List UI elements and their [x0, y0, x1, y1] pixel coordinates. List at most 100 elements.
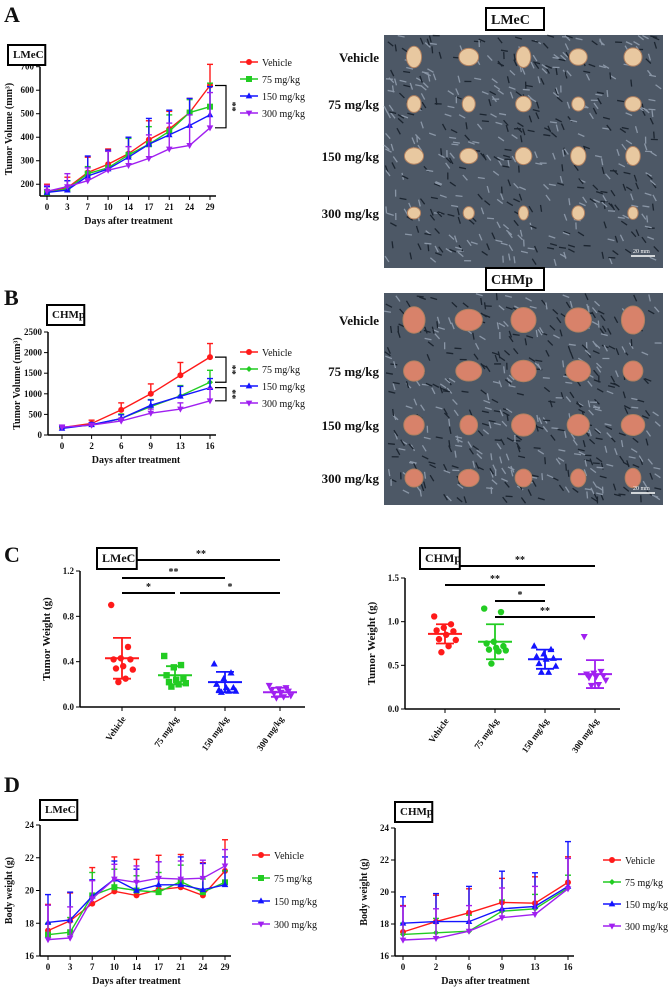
pattern-mark [623, 171, 631, 175]
pattern-mark [630, 193, 634, 201]
pattern-mark [397, 117, 404, 124]
y-tick-label: 0 [38, 430, 43, 440]
pattern-mark [557, 428, 565, 432]
pattern-mark [531, 39, 539, 43]
pattern-mark [651, 203, 655, 211]
pattern-mark [508, 330, 513, 338]
pattern-mark [630, 448, 638, 453]
pattern-mark [516, 445, 521, 453]
pattern-mark [601, 325, 607, 333]
pattern-mark [566, 101, 571, 109]
pattern-mark [437, 211, 445, 215]
data-point [44, 937, 52, 944]
pattern-mark [634, 126, 639, 134]
series-Vehicle [44, 63, 213, 195]
pattern-mark [444, 113, 452, 117]
pattern-mark [415, 225, 420, 233]
pattern-mark [499, 112, 507, 116]
y-tick-label: 400 [21, 132, 35, 142]
pattern-mark [584, 293, 589, 301]
data-point [552, 662, 560, 669]
significance-label: ** [196, 549, 206, 560]
chart-title-box: CHMp [419, 547, 461, 570]
pattern-mark [549, 242, 558, 247]
data-point [180, 675, 187, 682]
pattern-mark [594, 300, 601, 307]
pattern-mark [476, 449, 483, 455]
series-line [402, 885, 569, 924]
pattern-mark [431, 387, 436, 395]
pattern-mark [535, 359, 543, 363]
pattern-mark [491, 479, 498, 485]
pattern-mark [429, 208, 434, 216]
legend-label: 75 mg/kg [625, 878, 663, 889]
data-point [265, 682, 273, 690]
pattern-mark [488, 99, 492, 107]
tumor [570, 468, 587, 488]
pattern-mark [645, 438, 649, 446]
pattern-mark [648, 108, 656, 111]
pattern-mark [491, 232, 496, 240]
pattern-mark [507, 466, 515, 471]
pattern-mark [565, 35, 573, 39]
pattern-mark [486, 393, 490, 401]
pattern-mark [421, 71, 429, 74]
pattern-mark [567, 345, 572, 353]
tumor-photo-LMeC: LMeC Vehicle 75 mg/kg 150 mg/kg 300 mg/kg 20 … [322, 7, 663, 268]
pattern-mark [387, 442, 395, 445]
pattern-mark [531, 474, 539, 478]
pattern-mark [383, 105, 388, 113]
pattern-mark [650, 151, 657, 157]
pattern-mark [414, 134, 421, 141]
pattern-mark [588, 429, 592, 437]
data-point [199, 886, 207, 893]
pattern-mark [420, 404, 426, 411]
pattern-mark [545, 194, 551, 201]
x-tick-label: 150 mg/kg [520, 716, 551, 755]
pattern-mark [455, 435, 463, 439]
pattern-mark [564, 43, 569, 51]
legend-item: 300 mg/kg [240, 109, 305, 120]
tumor [459, 414, 479, 436]
pattern-mark [565, 396, 572, 403]
pattern-mark [614, 235, 619, 243]
pattern-mark [390, 112, 396, 119]
panel-letter-b: B [4, 285, 19, 310]
pattern-mark [577, 448, 585, 452]
pattern-mark [545, 349, 550, 357]
pattern-mark [592, 107, 598, 115]
legend-item: Vehicle [240, 58, 293, 69]
pattern-mark [416, 485, 422, 493]
tumor [623, 47, 643, 67]
chart-title-box: LMeC [96, 547, 138, 570]
pattern-mark [602, 116, 611, 120]
x-tick-label: 0 [45, 202, 50, 212]
pattern-mark [427, 244, 430, 252]
pattern-mark [569, 300, 573, 308]
pattern-mark [513, 198, 521, 203]
pattern-mark [463, 496, 467, 504]
y-axis-title: Tumor Volume (mm³) [4, 83, 15, 175]
pattern-mark [593, 379, 601, 383]
pattern-mark [502, 165, 510, 168]
pattern-mark [504, 148, 512, 151]
pattern-mark [633, 174, 638, 182]
pattern-mark [491, 78, 498, 84]
x-tick-label: 0 [401, 962, 406, 972]
pattern-mark [621, 126, 629, 130]
pattern-mark [570, 433, 576, 440]
significance-bracket [215, 387, 227, 402]
pattern-mark [500, 438, 505, 446]
pattern-mark [619, 455, 625, 463]
panel-letter-d: D [4, 772, 20, 797]
pattern-mark [521, 67, 526, 75]
pattern-mark [519, 186, 526, 191]
pattern-mark [653, 246, 660, 252]
pattern-mark [507, 179, 512, 187]
y-axis-title: Tumor Weight (g) [41, 597, 53, 681]
pattern-mark [504, 481, 510, 488]
tumor [514, 146, 533, 166]
pattern-mark [500, 49, 508, 52]
pattern-mark [556, 316, 562, 324]
legend-marker [245, 92, 253, 99]
